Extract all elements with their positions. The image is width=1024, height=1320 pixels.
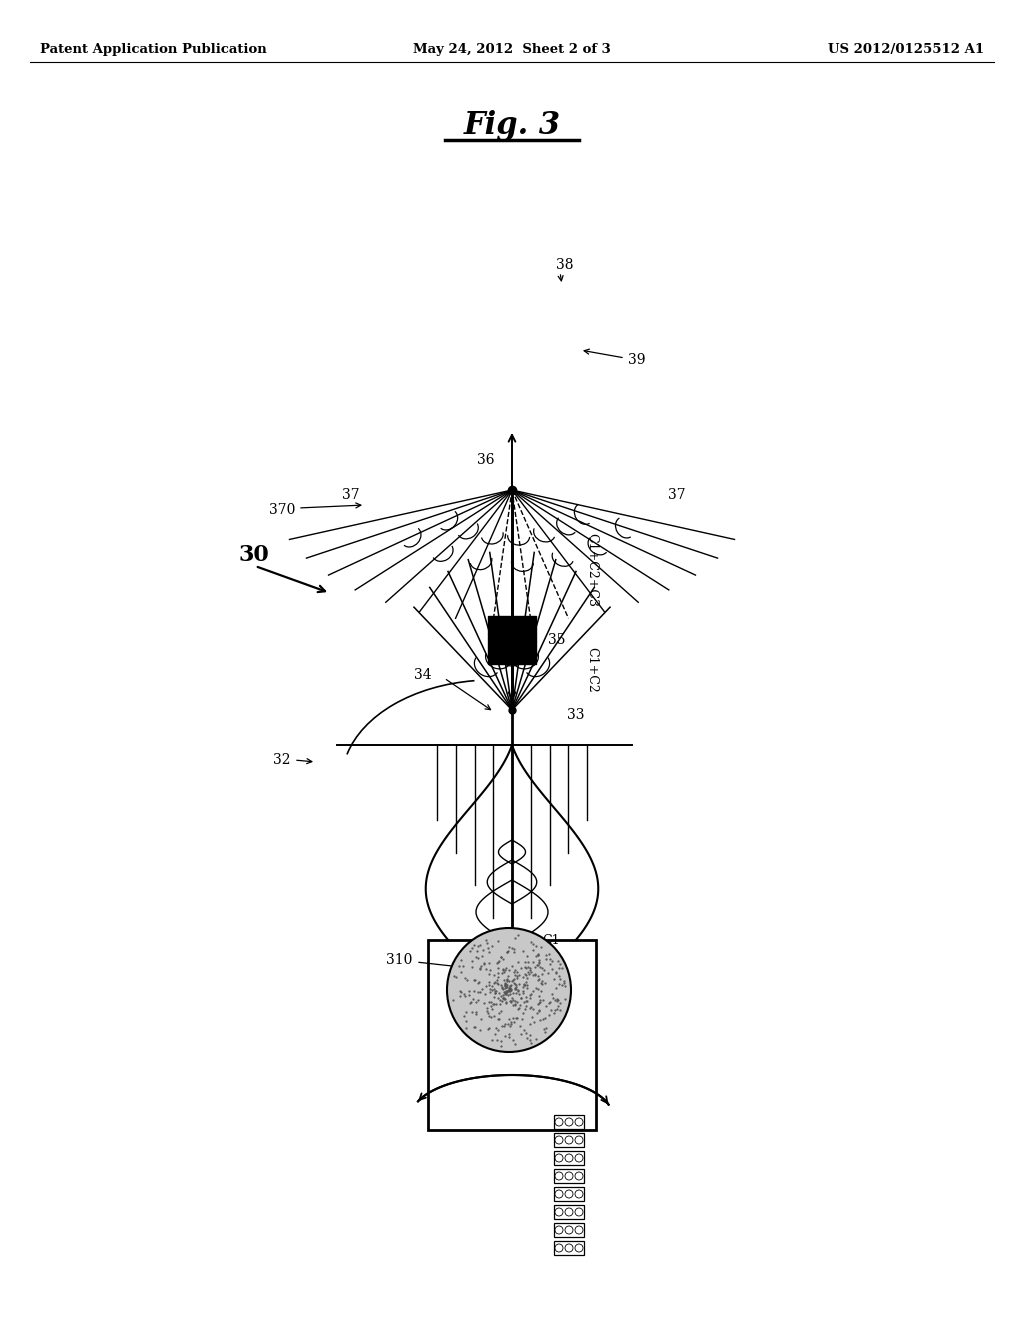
Text: C1: C1 [542, 933, 560, 946]
Circle shape [565, 1137, 573, 1144]
Text: Fig. 3: Fig. 3 [464, 110, 560, 141]
Text: 36: 36 [476, 453, 494, 467]
Text: 33: 33 [567, 708, 585, 722]
Circle shape [565, 1208, 573, 1216]
Bar [554, 1205, 584, 1218]
Circle shape [565, 1243, 573, 1251]
Circle shape [555, 1137, 563, 1144]
Text: 31: 31 [479, 968, 497, 982]
Circle shape [555, 1172, 563, 1180]
Text: 39: 39 [628, 352, 645, 367]
Text: 35: 35 [548, 634, 565, 647]
Bar [554, 1187, 584, 1201]
Circle shape [565, 1191, 573, 1199]
Circle shape [575, 1154, 583, 1162]
Bar [554, 1170, 584, 1183]
Circle shape [555, 1154, 563, 1162]
Circle shape [575, 1191, 583, 1199]
Text: Patent Application Publication: Patent Application Publication [40, 44, 266, 57]
Bar [554, 1224, 584, 1237]
Text: C1+C2: C1+C2 [585, 647, 598, 693]
Circle shape [447, 928, 571, 1052]
Bar [554, 1241, 584, 1255]
Circle shape [555, 1118, 563, 1126]
Circle shape [575, 1137, 583, 1144]
Circle shape [575, 1226, 583, 1234]
Circle shape [575, 1208, 583, 1216]
Circle shape [555, 1191, 563, 1199]
Circle shape [575, 1172, 583, 1180]
Text: 310: 310 [386, 953, 412, 968]
Circle shape [565, 1226, 573, 1234]
Text: 30: 30 [238, 544, 268, 566]
Circle shape [565, 1118, 573, 1126]
Bar [554, 1151, 584, 1166]
FancyBboxPatch shape [428, 940, 596, 1130]
Circle shape [555, 1243, 563, 1251]
Text: 37: 37 [668, 488, 686, 502]
Text: 38: 38 [556, 257, 573, 272]
Text: 34: 34 [415, 668, 432, 682]
Text: May 24, 2012  Sheet 2 of 3: May 24, 2012 Sheet 2 of 3 [413, 44, 611, 57]
Bar [554, 1115, 584, 1129]
Circle shape [565, 1154, 573, 1162]
Text: C1+C2+C3: C1+C2+C3 [585, 533, 598, 607]
Bar [554, 1133, 584, 1147]
Circle shape [575, 1243, 583, 1251]
Circle shape [565, 1172, 573, 1180]
Text: US 2012/0125512 A1: US 2012/0125512 A1 [827, 44, 984, 57]
Circle shape [555, 1208, 563, 1216]
Circle shape [575, 1118, 583, 1126]
Circle shape [555, 1226, 563, 1234]
Bar [488, 616, 536, 664]
Text: 37: 37 [342, 488, 360, 502]
Text: 32: 32 [272, 752, 290, 767]
Text: 370: 370 [268, 503, 295, 517]
